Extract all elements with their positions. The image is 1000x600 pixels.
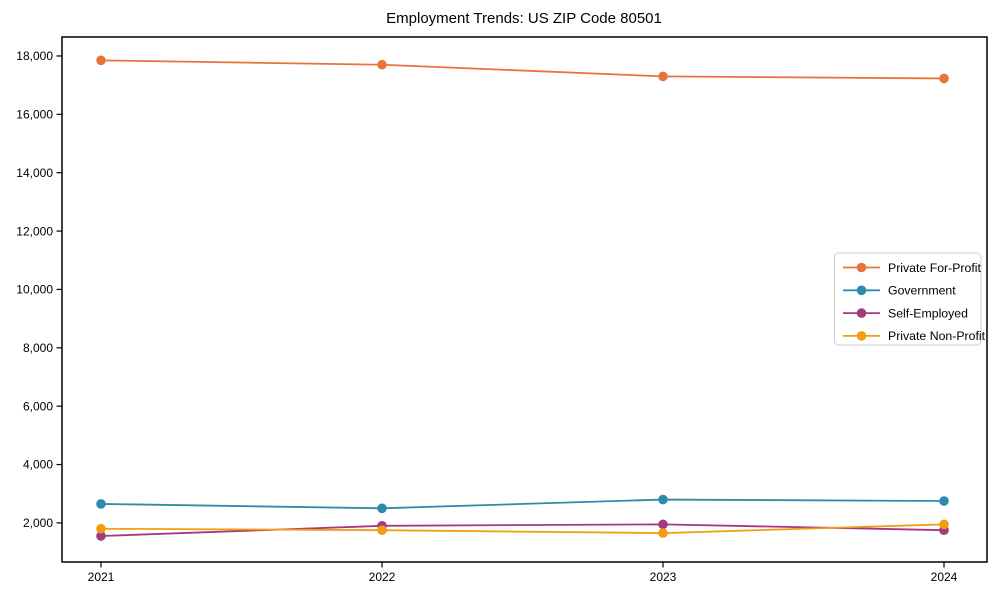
y-tick-label: 14,000 <box>16 166 53 180</box>
y-tick-label: 6,000 <box>23 399 53 413</box>
legend-label: Self-Employed <box>888 306 968 320</box>
x-tick-label: 2022 <box>369 570 396 584</box>
data-point-private-for-profit <box>377 59 387 70</box>
series-line-government <box>100 498 945 510</box>
y-tick-label: 2,000 <box>23 516 53 530</box>
data-point-private-for-profit <box>658 71 668 82</box>
data-point-government <box>377 503 387 514</box>
x-tick-label: 2024 <box>931 570 958 584</box>
y-tick-label: 4,000 <box>23 458 53 472</box>
data-point-government <box>658 494 668 505</box>
y-tick-label: 16,000 <box>16 108 53 122</box>
data-point-private-for-profit <box>96 55 106 66</box>
legend-marker-dot <box>856 308 867 318</box>
data-point-private-non-profit <box>658 528 668 538</box>
data-point-government <box>96 499 106 509</box>
plot-frame <box>61 36 988 563</box>
chart-title: Employment Trends: US ZIP Code 80501 <box>386 10 662 27</box>
y-tick-label: 18,000 <box>16 49 53 63</box>
legend-box <box>834 252 982 346</box>
data-point-private-non-profit <box>939 519 949 530</box>
data-point-private-non-profit <box>377 525 387 535</box>
data-point-government <box>939 496 949 506</box>
legend-marker-dot <box>856 262 867 273</box>
data-point-private-non-profit <box>96 523 106 534</box>
legend-label: Government <box>888 284 956 298</box>
legend-marker-dot <box>856 285 867 296</box>
legend-label: Private Non-Profit <box>888 329 986 343</box>
y-tick-label: 8,000 <box>23 341 53 355</box>
series-line-private-for-profit <box>100 59 945 80</box>
x-tick-label: 2021 <box>88 570 115 584</box>
y-tick-label: 12,000 <box>16 224 53 238</box>
x-tick-label: 2023 <box>650 570 677 584</box>
legend-label: Private For-Profit <box>888 261 982 275</box>
data-point-self-employed <box>658 519 668 530</box>
y-tick-label: 10,000 <box>16 283 53 297</box>
series-line-private-non-profit <box>100 523 945 535</box>
data-point-self-employed <box>96 531 106 541</box>
series-line-self-employed <box>100 523 945 537</box>
data-point-private-for-profit <box>939 73 949 84</box>
legend-marker-dot <box>856 331 867 341</box>
